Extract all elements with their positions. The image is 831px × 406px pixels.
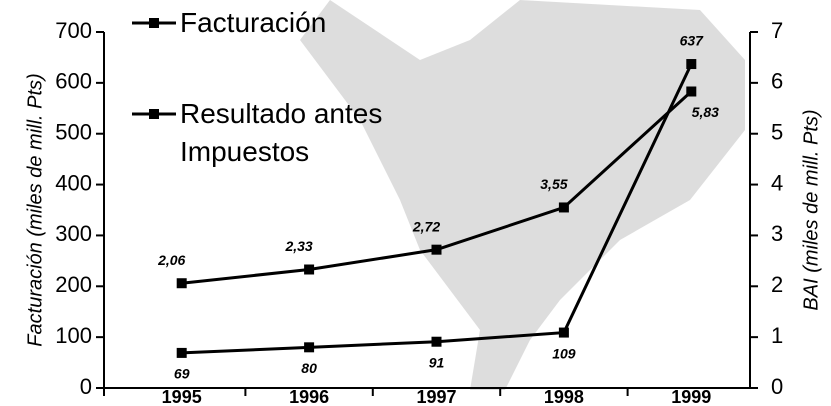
x-tick-label: 1995 [162, 387, 202, 406]
y2-tick-label: 3 [771, 221, 783, 246]
point-marker [304, 264, 315, 275]
data-label: 69 [174, 366, 190, 382]
y2-tick-label: 2 [771, 272, 783, 297]
background-shape [300, 0, 745, 390]
data-label: 2,72 [412, 218, 440, 234]
y-tick-label: 700 [55, 18, 92, 43]
y2-tick-label: 0 [771, 374, 783, 399]
x-tick-label: 1998 [544, 387, 584, 406]
data-label: 91 [429, 354, 445, 370]
y2-tick-label: 4 [771, 170, 783, 195]
y-tick-label: 600 [55, 69, 92, 94]
data-label: 2,06 [157, 252, 185, 268]
y2-tick-label: 5 [771, 120, 783, 145]
point-marker [686, 86, 697, 97]
point-marker [558, 202, 569, 213]
point-marker [176, 278, 187, 289]
point-marker [176, 347, 187, 358]
y-tick-label: 400 [55, 170, 92, 195]
data-label: 637 [680, 33, 705, 49]
data-label: 109 [552, 345, 576, 361]
data-label: 2,33 [284, 238, 312, 254]
y-tick-label: 300 [55, 221, 92, 246]
point-marker [686, 59, 697, 70]
y2-tick-label: 6 [771, 69, 783, 94]
y-axis-label: Facturación (miles de mill. Pts) [24, 73, 46, 346]
x-tick-label: 1997 [416, 387, 456, 406]
x-tick-label: 1996 [289, 387, 329, 406]
legend-label: Facturación [180, 7, 327, 38]
point-marker [304, 342, 315, 353]
y-tick-label: 200 [55, 272, 92, 297]
x-tick-label: 1999 [671, 387, 711, 406]
y2-tick-label: 1 [771, 323, 783, 348]
y2-axis-label: BAI (miles de mill. Pts) [800, 109, 822, 310]
data-label: 3,55 [540, 176, 567, 192]
y-tick-label: 0 [80, 374, 92, 399]
y-tick-label: 500 [55, 120, 92, 145]
data-label: 5,83 [692, 104, 719, 120]
legend-marker [149, 109, 159, 119]
point-marker [558, 327, 569, 338]
y-tick-label: 100 [55, 323, 92, 348]
point-marker [431, 336, 442, 347]
y2-tick-label: 7 [771, 18, 783, 43]
legend-marker [149, 18, 159, 28]
point-marker [431, 244, 442, 255]
data-label: 80 [301, 360, 317, 376]
legend-label: Resultado antes Impuestos [180, 98, 383, 167]
